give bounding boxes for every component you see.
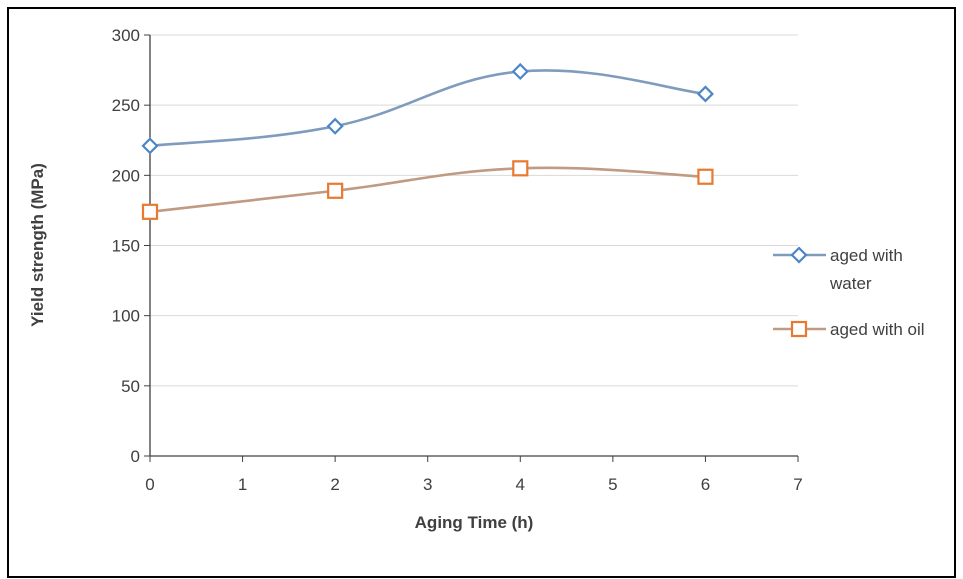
legend-swatch-marker [790,246,808,264]
y-tick-label: 150 [112,237,140,256]
x-tick-label: 5 [608,475,617,494]
x-tick-label: 7 [793,475,802,494]
chart-border [7,7,956,578]
series-markers [141,62,714,220]
series-line-2 [149,166,706,214]
x-tick-label: 6 [701,475,710,494]
x-tick-label: 4 [516,475,525,494]
series-1-marker [326,117,344,135]
series-2-marker [327,182,344,199]
series-1-marker [696,85,714,103]
y-tick-label: 50 [121,377,140,396]
y-tick-label: 0 [131,447,140,466]
x-tick-label: 2 [330,475,339,494]
legend-label: water [829,274,872,293]
y-axis-title: Yield strength (MPa) [28,163,47,327]
series-2-marker [697,168,714,185]
series-1-marker [511,62,529,81]
series-2-marker [141,203,159,220]
x-tick-label: 3 [423,475,432,494]
x-tick-labels: 0 1 2 3 4 5 6 7 [145,475,802,494]
y-tick-label: 250 [112,96,140,115]
y-tick-label: 100 [112,307,140,326]
series-lines [149,69,706,214]
gridlines [150,34,798,387]
y-tick-labels: 0 50 100 150 200 250 300 [112,26,140,466]
legend: aged with water aged with oil [773,246,925,339]
legend-swatch-marker [790,320,808,338]
y-tick-label: 300 [112,26,140,45]
axes [144,34,799,462]
series-2-marker [512,160,529,177]
legend-label: aged with oil [830,320,925,339]
legend-label: aged with [830,246,903,265]
x-axis-title: Aging Time (h) [415,513,534,532]
x-tick-label: 0 [145,475,154,494]
series-line-1 [149,69,706,148]
y-tick-label: 200 [112,166,140,185]
x-tick-label: 1 [238,475,247,494]
series-1-marker [141,137,159,155]
